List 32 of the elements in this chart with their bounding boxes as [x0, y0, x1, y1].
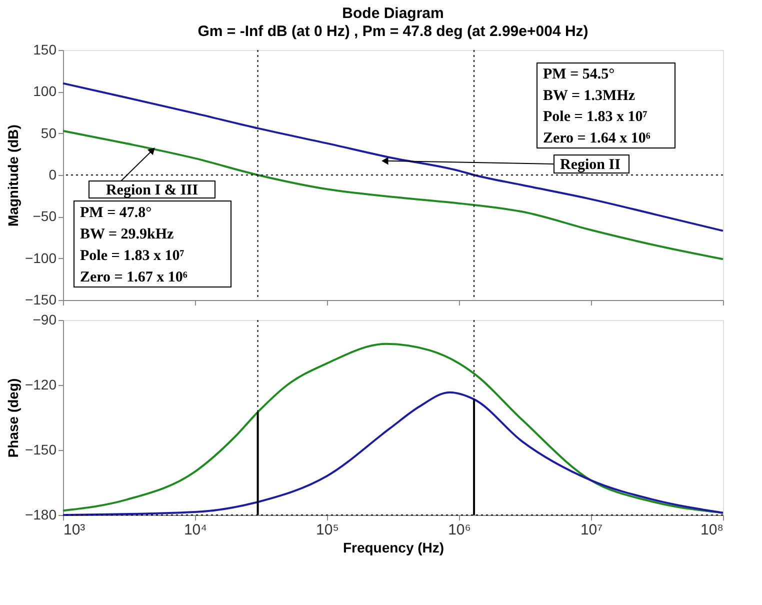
annotation: Zero = 1.67 x 10⁶ — [80, 269, 188, 286]
y-tick-label: −150 — [24, 442, 57, 458]
annotation: Pole = 1.83 x 10⁷ — [80, 248, 185, 264]
annotation: Region I & III — [106, 182, 198, 198]
x-tick-label: 10⁵ — [316, 522, 339, 538]
annotation: Pole = 1.83 x 10⁷ — [543, 109, 648, 126]
x-tick-label: 10⁶ — [448, 522, 471, 538]
annotation: PM = 54.5° — [543, 66, 615, 83]
x-tick-label: 10⁸ — [700, 522, 724, 538]
y-tick-label: −100 — [24, 250, 57, 266]
annotation: Zero = 1.64 x 10⁶ — [543, 130, 651, 146]
annotation: Region II — [560, 157, 621, 173]
x-tick-label: 10³ — [64, 522, 86, 538]
x-tick-label: 10⁴ — [184, 522, 208, 538]
annotation: BW = 29.9kHz — [80, 226, 174, 242]
annotation: BW = 1.3MHz — [543, 88, 636, 104]
chart-title: Bode Diagram — [342, 5, 444, 22]
y-axis-title: Magnitude (dB) — [4, 124, 21, 226]
y-tick-label: 0 — [48, 166, 57, 182]
y-axis-title: Phase (deg) — [4, 378, 21, 458]
y-tick-label: 100 — [33, 83, 57, 100]
y-tick-label: −120 — [24, 376, 57, 392]
y-tick-label: −90 — [32, 312, 57, 328]
annotation: PM = 47.8° — [80, 204, 152, 221]
y-tick-label: −50 — [32, 208, 57, 224]
x-axis-title: Frequency (Hz) — [342, 540, 444, 556]
y-tick-label: 150 — [33, 42, 57, 58]
y-tick-label: −180 — [24, 506, 57, 522]
x-tick-label: 10⁷ — [580, 522, 603, 538]
chart-subtitle: Gm = -Inf dB (at 0 Hz) , Pm = 47.8 deg (at 2.99e+004 Hz) — [198, 23, 588, 40]
y-tick-label: 50 — [40, 124, 57, 141]
y-tick-label: −150 — [24, 292, 57, 308]
